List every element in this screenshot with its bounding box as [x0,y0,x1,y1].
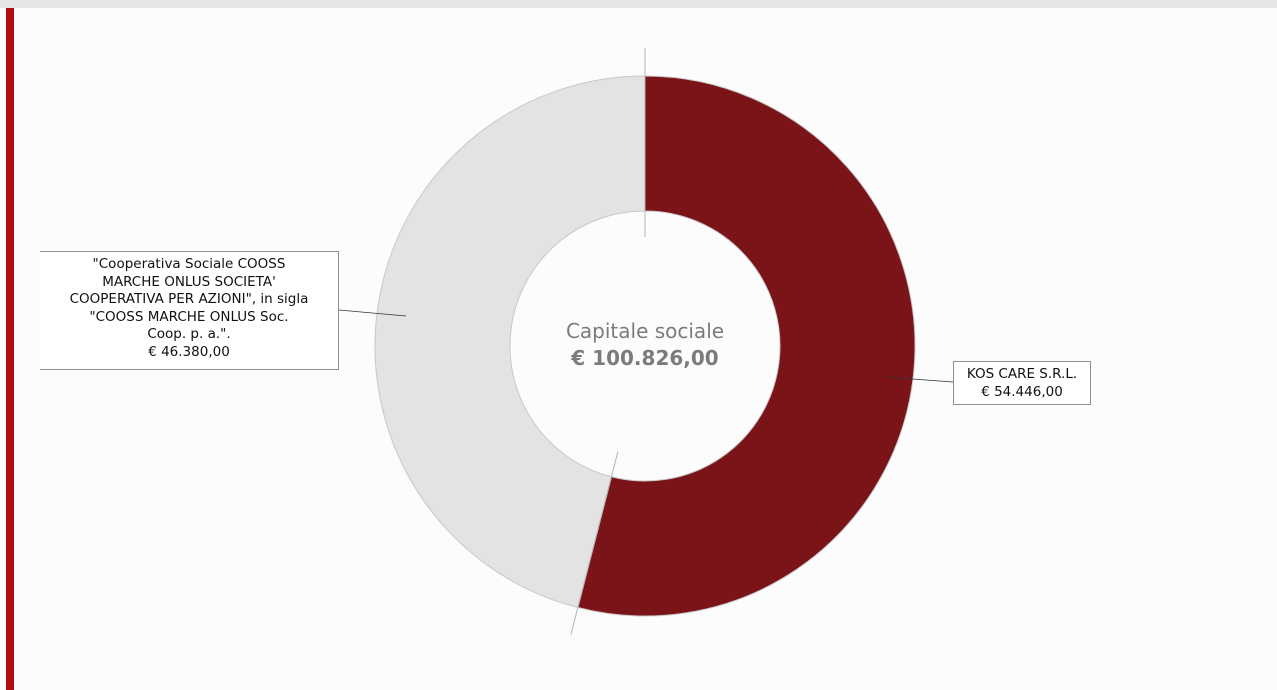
center-value: € 100.826,00 [571,346,719,370]
leader-line-1 [338,309,407,317]
leader-line-0 [885,376,954,383]
slice-label-cooss-marche: "Cooperativa Sociale COOSS MARCHE ONLUS … [40,251,339,370]
slice-label-kos-care: KOS CARE S.R.L. € 54.446,00 [953,361,1091,405]
center-title: Capitale sociale [565,319,725,343]
slice-divider-1 [570,451,619,635]
top-bar [0,0,1277,8]
center-label: Capitale sociale € 100.826,00 [510,318,780,372]
donut-slice-0[interactable] [577,75,916,617]
donut-slice-1[interactable] [374,75,646,609]
accent-bar [6,8,14,690]
